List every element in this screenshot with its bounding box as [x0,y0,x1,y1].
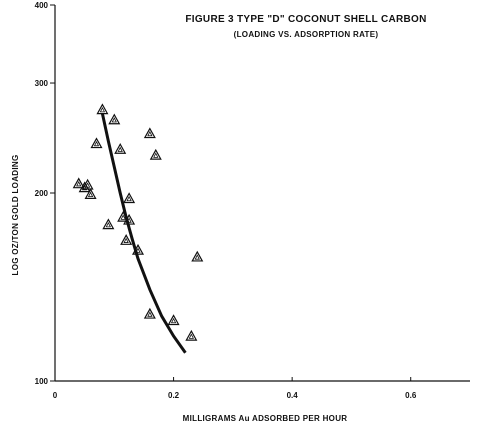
data-point [84,188,97,199]
data-point [96,103,109,115]
triangle-marker-inner [99,106,106,113]
triangle-marker-inner [105,221,112,228]
chart-subtitle: (LOADING VS. ADSORPTION RATE) [233,30,379,39]
data-point [108,113,121,125]
x-tick-label: 0.2 [168,391,180,400]
triangle-marker-inner [188,333,195,339]
triangle-marker-inner [147,311,153,317]
triangle-marker [108,113,121,125]
triangle-marker [123,192,136,204]
triangle-marker [84,188,97,199]
triangle-marker [123,213,136,225]
fit-curve-group [100,113,187,354]
data-point [167,314,180,326]
data-point [90,137,103,149]
axes [50,4,470,382]
data-point [149,148,162,160]
triangle-marker [117,210,130,222]
data-point [123,213,136,225]
triangle-marker-inner [120,214,126,220]
data-point [185,329,198,341]
triangle-marker [72,177,85,189]
triangle-marker [143,307,156,319]
triangle-marker-inner [135,247,141,253]
triangle-marker [143,127,156,139]
triangle-marker-inner [170,317,177,324]
data-point [191,250,204,262]
y-tick-label: 100 [35,377,49,386]
data-point [143,307,156,319]
fit-curve [100,113,187,354]
data-point [114,143,127,154]
triangle-marker [81,178,94,190]
triangle-marker [191,250,204,262]
triangle-marker-inner [76,181,82,187]
triangle-marker-inner [123,237,129,243]
chart-title: FIGURE 3 TYPE "D" COCONUT SHELL CARBON [185,14,427,25]
y-tick-label: 200 [35,189,49,198]
data-point [123,192,136,204]
data-point [143,127,156,139]
data-point [131,243,145,255]
triangle-marker-inner [126,217,132,223]
triangle-marker-inner [84,182,91,188]
data-point [102,218,115,230]
triangle-marker-inner [93,140,100,147]
triangle-marker-inner [111,117,117,123]
x-tick-label: 0 [53,391,58,400]
tick-labels: 0 0.2 0.4 0.6 100 200 300 400 [35,1,417,400]
triangle-marker [185,329,198,341]
data-point [72,177,85,189]
x-tick-label: 0.6 [405,391,417,400]
triangle-marker-inner [153,152,159,158]
triangle-marker-inner [126,195,132,202]
data-point [117,210,130,222]
y-tick-label: 300 [35,79,49,88]
triangle-marker-inner [194,254,200,260]
data-points [72,103,204,341]
triangle-marker [149,148,162,160]
y-axis-label: LOG OZ/TON GOLD LOADING [11,155,20,276]
triangle-marker [102,218,115,230]
data-point [81,178,94,190]
triangle-marker-inner [117,146,123,152]
triangle-marker [114,143,127,154]
x-axis-label: MILLIGRAMS Au ADSORBED PER HOUR [183,414,348,423]
triangle-marker [96,103,109,115]
data-point [120,234,133,245]
x-tick-label: 0.4 [287,391,299,400]
triangle-marker [90,137,103,149]
triangle-marker [167,314,180,326]
triangle-marker [120,234,133,245]
y-tick-label: 400 [35,1,49,10]
triangle-marker-inner [147,130,153,137]
triangle-marker-inner [87,191,94,198]
triangle-marker [131,243,145,255]
